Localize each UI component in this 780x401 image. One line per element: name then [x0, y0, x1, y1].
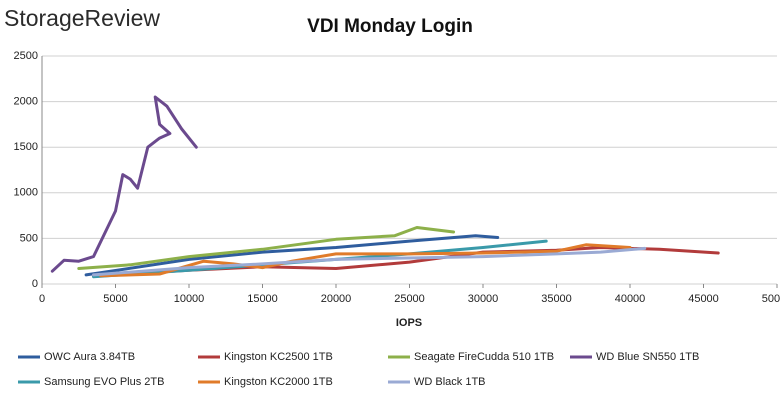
y-tick-label: 500	[20, 232, 38, 244]
x-tick-label: 35000	[541, 293, 572, 305]
chart-title: VDI Monday Login	[307, 16, 473, 37]
x-tick-label: 40000	[615, 293, 646, 305]
y-tick-label: 2500	[14, 50, 38, 62]
series-line	[77, 226, 456, 270]
series-line	[92, 246, 647, 277]
legend-label: WD Blue SN550 1TB	[596, 351, 699, 363]
x-tick-label: 20000	[321, 293, 352, 305]
x-tick-label: 25000	[394, 293, 425, 305]
series-line	[50, 95, 198, 273]
series-line	[84, 234, 500, 277]
brand-logo: StorageReview	[4, 5, 160, 31]
legend-label: Seagate FireCudda 510 1TB	[414, 351, 554, 363]
y-tick-label: 1500	[14, 141, 38, 153]
x-tick-label: 5000	[103, 293, 127, 305]
x-tick-label: 0	[39, 293, 45, 305]
y-tick-label: 0	[32, 278, 38, 290]
x-tick-label: 15000	[247, 293, 278, 305]
legend-label: Kingston KC2000 1TB	[224, 376, 333, 388]
y-tick-label: 1000	[14, 187, 38, 199]
legend-label: Kingston KC2500 1TB	[224, 351, 333, 363]
x-tick-label: 45000	[688, 293, 719, 305]
x-tick-label: 50000	[762, 293, 780, 305]
legend-label: WD Black 1TB	[414, 376, 486, 388]
y-tick-label: 2000	[14, 96, 38, 108]
x-tick-label: 10000	[174, 293, 205, 305]
series-line	[99, 243, 632, 278]
legend-label: Samsung EVO Plus 2TB	[44, 376, 164, 388]
legend-label: OWC Aura 3.84TB	[44, 351, 135, 363]
x-axis-label: IOPS	[396, 317, 422, 329]
x-tick-label: 30000	[468, 293, 499, 305]
